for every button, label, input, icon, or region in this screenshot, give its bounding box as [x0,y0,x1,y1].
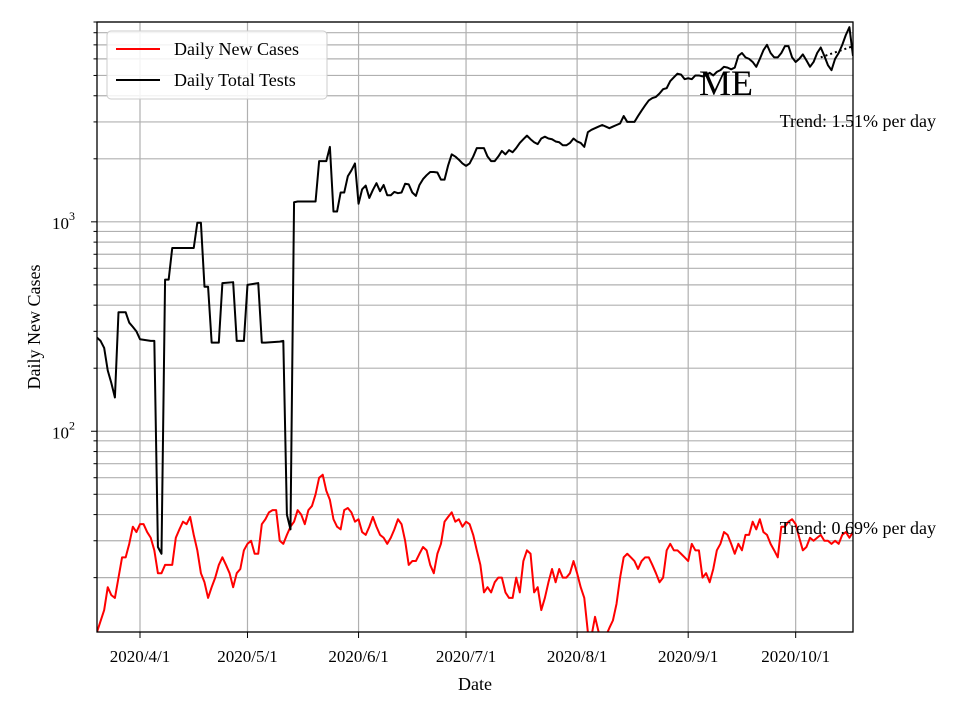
x-tick-label: 2020/8/1 [547,647,607,666]
x-axis-label: Date [458,674,492,694]
plot-frame [96,21,854,633]
x-tick-label: 2020/9/1 [658,647,718,666]
x-tick-label: 2020/5/1 [217,647,277,666]
plot-area [97,26,853,632]
y-tick-base: 10 [52,423,69,442]
state-label: ME [699,63,753,103]
x-tick-label: 2020/10/1 [761,647,830,666]
y-tick-exponent: 2 [69,418,75,432]
trend-annotation: Trend: 0.69% per day [780,518,936,538]
x-tick-label: 2020/4/1 [110,647,170,666]
series-line-daily-new-cases [97,473,853,632]
y-axis-label: Daily New Cases [24,265,44,390]
y-tick-label: 103 [52,209,75,233]
legend-label: Daily Total Tests [174,70,296,90]
y-tick-base: 10 [52,214,69,233]
series-line-daily-total-tests [97,26,853,555]
trend-line [820,45,853,59]
x-tick-label: 2020/6/1 [328,647,388,666]
legend: Daily New Cases Daily Total Tests [106,30,328,100]
y-tick-exponent: 3 [69,209,75,223]
legend-box [106,30,328,100]
x-tick-label: 2020/7/1 [436,647,496,666]
grid-lines [97,21,853,632]
annotations: ME Trend: 1.51% per day Trend: 0.69% per d… [699,63,936,538]
trend-annotation: Trend: 1.51% per day [780,111,936,131]
y-tick-label: 102 [52,418,75,442]
axis-ticks [91,21,797,638]
legend-label: Daily New Cases [174,39,299,59]
axis-labels: 2020/4/1 2020/5/1 2020/6/1 2020/7/1 2020/8/1… [24,209,830,694]
